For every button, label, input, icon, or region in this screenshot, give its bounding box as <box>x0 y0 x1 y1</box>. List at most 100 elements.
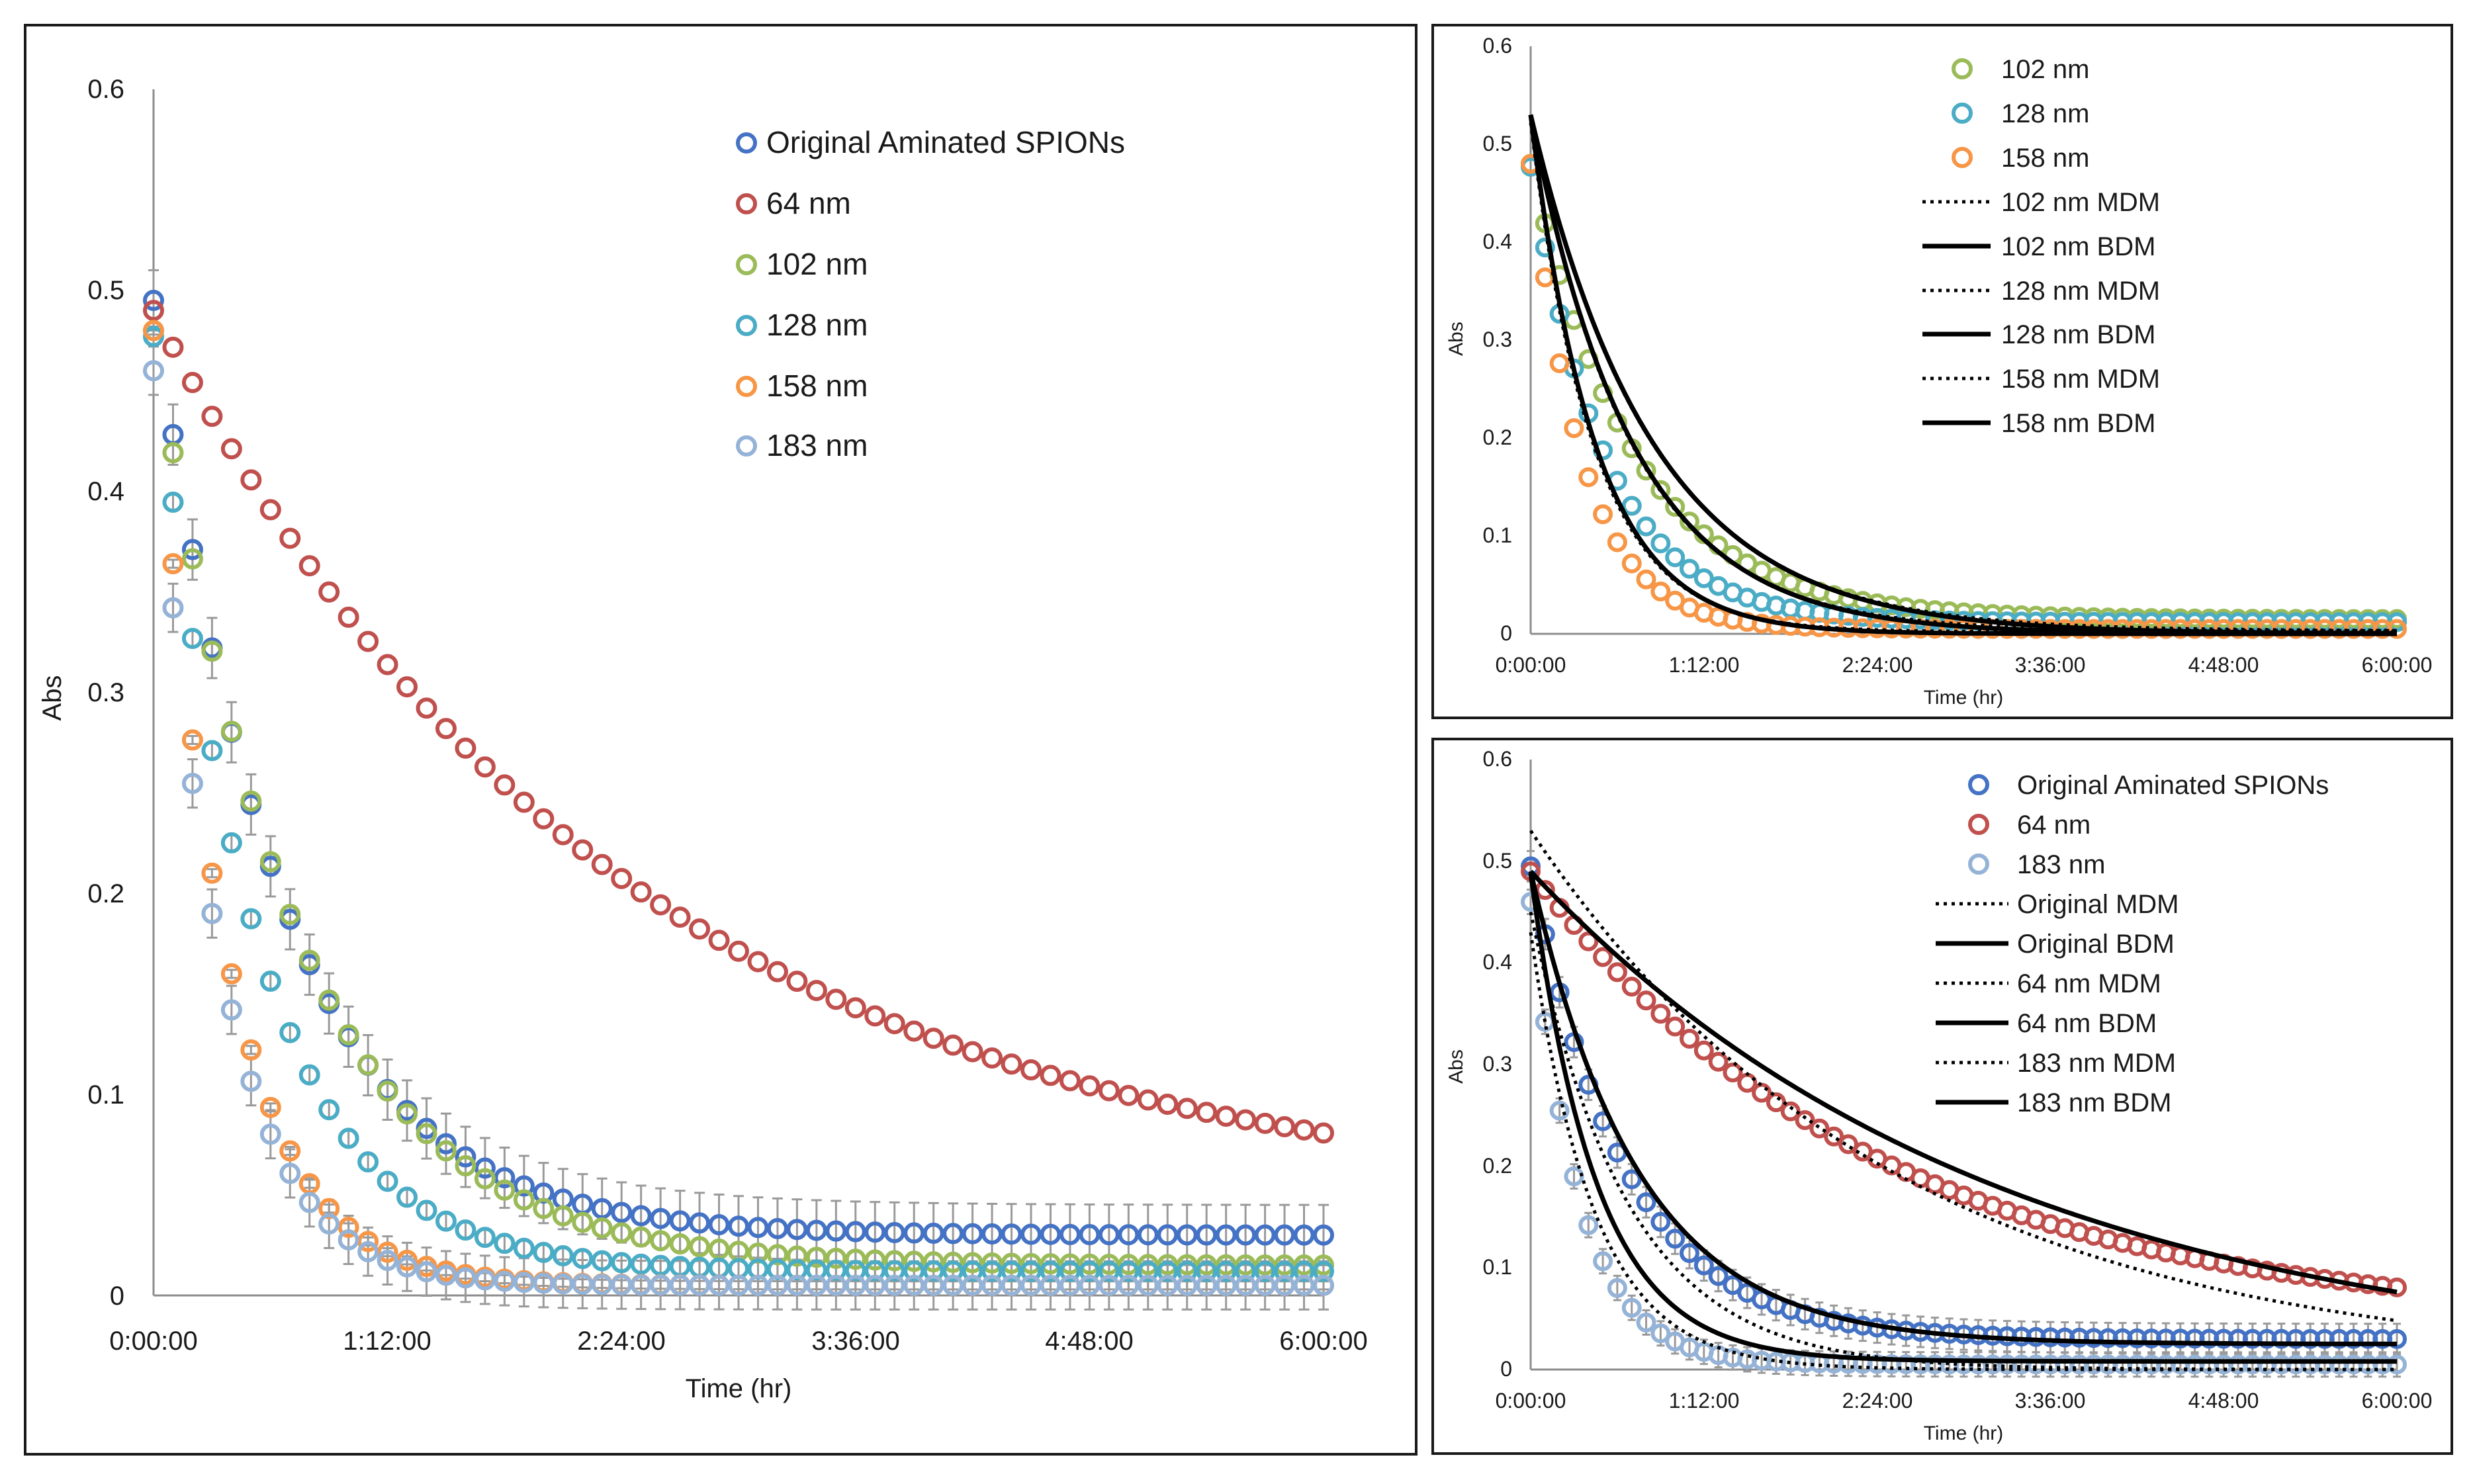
legend-marker-102nm <box>736 254 757 275</box>
data-point-128-nm <box>1274 1260 1296 1282</box>
data-point-183-nm <box>318 1213 340 1235</box>
data-point-64-nm <box>455 737 476 759</box>
data-point-64-nm <box>1607 962 1627 982</box>
data-point-102-nm <box>591 1217 613 1239</box>
data-point-128-nm <box>1621 496 1642 516</box>
tr-x-axis-title: Time (hr) <box>1924 687 2004 709</box>
data-point-64-nm <box>1621 977 1642 997</box>
data-point-original-aminated-spions <box>1621 1169 1642 1190</box>
fit-curve-original-mdm <box>1529 911 2397 1372</box>
data-point-183-nm <box>728 1274 749 1296</box>
main-plot-area <box>143 89 1334 1311</box>
data-point-158-nm <box>1650 582 1671 602</box>
data-point-64-nm <box>1235 1109 1257 1131</box>
data-point-158-nm <box>1549 353 1570 374</box>
data-point-102-nm <box>416 1123 437 1145</box>
data-point-64-nm <box>494 774 516 796</box>
tr-y-tick-label: 0.4 <box>1483 230 1512 253</box>
data-point-128-nm <box>903 1260 925 1282</box>
data-point-128-nm <box>1215 1260 1237 1282</box>
main-y-tick-label: 0.5 <box>87 276 124 305</box>
data-point-183-nm <box>552 1273 574 1295</box>
data-point-original-aminated-spions <box>143 290 164 312</box>
data-point-128-nm <box>1059 1260 1081 1282</box>
data-point-158-nm <box>259 1096 281 1118</box>
data-point-183-nm <box>1578 1215 1599 1235</box>
data-point-128-nm <box>1636 516 1656 537</box>
data-point-original-aminated-spions <box>1137 1224 1159 1246</box>
data-point-64-nm <box>747 951 769 973</box>
data-point-102-nm <box>1176 1254 1198 1276</box>
data-point-64-nm <box>981 1047 1003 1069</box>
br-y-tick-label: 0.6 <box>1483 747 1512 771</box>
data-point-64-nm <box>1693 1040 1714 1061</box>
legend-label-original: Original Aminated SPIONs <box>766 125 1125 159</box>
data-point-183-nm <box>844 1274 866 1296</box>
data-point-183-nm <box>708 1274 730 1296</box>
data-point-128-nm <box>1693 568 1714 588</box>
legend-label-102nm: 102 nm <box>766 247 868 281</box>
data-point-128-nm <box>357 1151 379 1173</box>
data-point-64-nm <box>766 961 788 982</box>
data-point-183-nm <box>1176 1274 1198 1296</box>
data-point-102-nm <box>1679 511 1699 532</box>
data-point-183-nm <box>1293 1274 1315 1296</box>
data-point-183-nm <box>220 999 242 1021</box>
data-point-183-nm <box>1593 1251 1613 1272</box>
tr-legend-label: 128 nm BDM <box>2001 320 2155 349</box>
br-legend-marker-original <box>1968 774 1989 795</box>
data-point-original-aminated-spions <box>1293 1224 1315 1246</box>
data-point-102-nm <box>1650 480 1671 500</box>
data-point-183-nm <box>416 1261 437 1283</box>
main-y-axis-title: Abs <box>38 676 67 721</box>
data-point-original-aminated-spions <box>1020 1223 1042 1245</box>
br-x-tick-label: 1:12:00 <box>1669 1389 1740 1413</box>
data-point-183-nm <box>1137 1274 1159 1296</box>
data-point-102-nm <box>1235 1254 1257 1276</box>
data-point-original-aminated-spions <box>786 1219 808 1241</box>
data-point-102-nm <box>630 1226 652 1248</box>
br-y-tick-label: 0.2 <box>1483 1154 1512 1178</box>
br-x-tick-label: 2:24:00 <box>1842 1389 1913 1413</box>
data-point-original-aminated-spions <box>591 1198 613 1219</box>
legend-label-128nm: 128 nm <box>766 308 868 342</box>
data-point-158-nm <box>1636 569 1656 589</box>
main-chart: 0 0.1 0.2 0.3 0.4 0.5 0.6 0:00:00 1:12:0… <box>38 75 1368 1403</box>
fit-curve-183-nm-bdm <box>1528 873 2397 1364</box>
data-point-128-nm <box>1679 558 1699 579</box>
br-y-tick-label: 0 <box>1500 1357 1512 1381</box>
data-point-128-nm <box>1313 1260 1334 1282</box>
data-point-183-nm <box>611 1274 633 1295</box>
data-point-original-aminated-spions <box>844 1221 866 1243</box>
data-point-64-nm <box>357 631 379 652</box>
data-point-102-nm <box>377 1080 398 1102</box>
data-point-64-nm <box>962 1041 983 1063</box>
data-point-183-nm <box>1040 1274 1061 1296</box>
top-right-fit-curves <box>1528 114 2397 636</box>
data-point-183-nm <box>240 1070 262 1092</box>
data-point-183-nm <box>591 1274 613 1295</box>
data-point-102-nm <box>338 1024 359 1046</box>
data-point-183-nm <box>1636 1312 1656 1332</box>
data-point-128-nm <box>513 1237 535 1259</box>
data-point-64-nm <box>396 676 418 698</box>
bottom-right-x-tick-labels: 0:00:00 1:12:00 2:24:00 3:36:00 4:48:00 … <box>1496 1389 2433 1413</box>
data-point-183-nm <box>1235 1274 1257 1296</box>
data-point-64-nm <box>279 527 301 549</box>
data-point-183-nm <box>805 1274 827 1296</box>
main-y-tick-label: 0 <box>110 1282 124 1311</box>
tr-legend-marker-158nm <box>1952 147 1973 168</box>
data-point-128-nm <box>1293 1260 1315 1282</box>
data-point-102-nm <box>922 1251 944 1273</box>
tr-x-tick-label: 2:24:00 <box>1842 653 1913 677</box>
data-point-158-nm <box>1578 467 1599 488</box>
legend-label-158nm: 158 nm <box>766 369 868 403</box>
data-point-183-nm <box>922 1274 944 1296</box>
data-point-64-nm <box>143 300 164 322</box>
data-point-64-nm <box>883 1013 905 1035</box>
data-point-158-nm <box>162 553 184 575</box>
data-point-64-nm <box>1708 1051 1729 1072</box>
data-point-183-nm <box>1059 1274 1081 1296</box>
